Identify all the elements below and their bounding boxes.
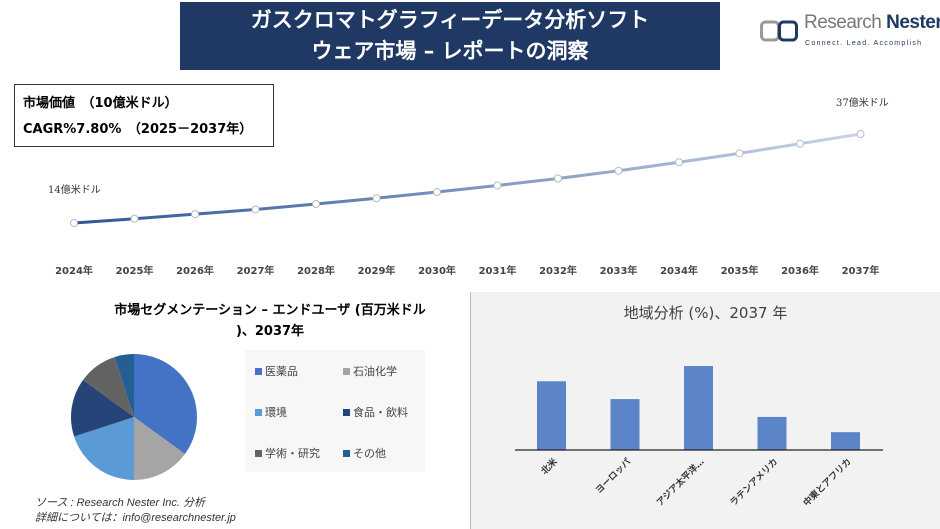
x-tick-label: 2036年 bbox=[781, 264, 819, 277]
source-line: ソース : Research Nester Inc. 分析 bbox=[35, 497, 205, 509]
legend-label: 環境 bbox=[265, 406, 287, 419]
data-point bbox=[191, 210, 199, 219]
logo-name: Research Nester bbox=[804, 12, 940, 33]
legend-swatch bbox=[343, 449, 350, 457]
pie-legend: 医薬品 石油化学環境 食品・飲料学術・研究 その他 bbox=[245, 350, 425, 472]
x-tick-label: 2028年 bbox=[297, 264, 335, 277]
legend-swatch bbox=[255, 408, 262, 416]
market-value-line-chart: 2024年 2025年 2026年 2027年 2028年 2029年 2030年 2031年… bbox=[48, 96, 889, 277]
data-point bbox=[493, 181, 502, 190]
x-tick-label: 2025年 bbox=[116, 264, 154, 277]
x-tick-label: 2027年 bbox=[237, 264, 275, 277]
x-tick-label: 2033年 bbox=[600, 264, 638, 277]
legend-label: 学術・研究 bbox=[265, 447, 320, 460]
title-line-1: ガスクロマトグラフィーデータ分析ソフト bbox=[250, 8, 650, 32]
pie-title-line-2: )、2037年 bbox=[235, 324, 305, 339]
data-point bbox=[796, 139, 804, 148]
segment-pie-chart bbox=[71, 354, 198, 480]
data-point bbox=[433, 188, 441, 197]
pie-slice bbox=[114, 354, 134, 417]
legend-item: 石油化学 bbox=[343, 363, 397, 379]
x-tick-label: 2032年 bbox=[539, 264, 577, 277]
legend-item: 食品・飲料 bbox=[343, 404, 408, 420]
bar bbox=[610, 399, 640, 450]
start-value-label: 14億米ドル bbox=[48, 183, 101, 196]
region-panel: 地域分析 (%)、2037 年 北米 ヨーロッパ アジア太平洋… ラテンアメリカ 中東と… bbox=[470, 292, 940, 529]
legend-swatch bbox=[343, 367, 350, 375]
data-point bbox=[856, 130, 865, 138]
title-line-2: ウェア市場 – レポートの洞察 bbox=[311, 39, 589, 63]
logo-tagline: Connect. Lead. Accomplish bbox=[805, 40, 923, 47]
legend-item: 環境 bbox=[255, 404, 287, 420]
x-tick-label: 2030年 bbox=[418, 264, 456, 277]
legend-swatch bbox=[255, 449, 262, 457]
x-tick-label: 2029年 bbox=[358, 264, 396, 277]
pie-slice bbox=[83, 357, 134, 417]
data-point bbox=[372, 194, 381, 203]
x-tick-label: 2034年 bbox=[660, 264, 698, 277]
region-chart-title: 地域分析 (%)、2037 年 bbox=[623, 304, 788, 322]
x-tick-label: ヨーロッパ bbox=[593, 456, 633, 496]
bar bbox=[757, 416, 787, 450]
source-note: ソース : Research Nester Inc. 分析 詳細については：in… bbox=[35, 496, 236, 526]
x-tick-label: 2037年 bbox=[842, 264, 880, 277]
bar bbox=[537, 381, 566, 450]
cagr-label: CAGR%7.80% （2025－2037年） bbox=[23, 122, 253, 137]
data-point bbox=[130, 214, 139, 223]
pie-slice bbox=[134, 354, 198, 455]
logo: Research Nester Connect. Lead. Accomplis… bbox=[758, 12, 940, 52]
legend-label: 医薬品 bbox=[265, 365, 298, 378]
legend-item: 学術・研究 bbox=[255, 445, 320, 461]
data-point bbox=[251, 205, 260, 214]
legend-swatch bbox=[343, 408, 350, 416]
legend-label: 石油化学 bbox=[353, 365, 397, 378]
x-tick-label: 2035年 bbox=[721, 264, 759, 277]
logo-mark-icon bbox=[760, 20, 798, 42]
legend-item: その他 bbox=[343, 445, 386, 461]
pie-slice bbox=[71, 379, 134, 437]
legend-label: 食品・飲料 bbox=[353, 406, 408, 419]
data-point bbox=[554, 174, 562, 183]
page-title: ガスクロマトグラフィーデータ分析ソフト ウェア市場 – レポートの洞察 bbox=[180, 2, 720, 70]
bar bbox=[831, 432, 860, 450]
legend-label: その他 bbox=[353, 447, 386, 460]
info-box: 市場価値 （10億米ドル） CAGR%7.80% （2025－2037年） bbox=[14, 84, 274, 147]
data-point bbox=[675, 158, 683, 167]
pie-title: 市場セグメンテーション – エンドユーザ (百万米ドル )、2037年 bbox=[90, 300, 450, 342]
contact-line: 詳細については：info@researchnester.jp bbox=[35, 512, 236, 524]
data-point bbox=[312, 200, 320, 209]
legend-item: 医薬品 bbox=[255, 363, 298, 379]
pie-slice bbox=[134, 417, 185, 480]
end-value-label: 37億米ドル bbox=[836, 96, 889, 109]
x-tick-label: アジア太平洋… bbox=[654, 456, 707, 509]
data-point bbox=[614, 166, 623, 175]
x-tick-label: 2031年 bbox=[479, 264, 517, 277]
x-tick-label: 中東とアフリカ bbox=[801, 456, 854, 509]
pie-title-line-1: 市場セグメンテーション – エンドユーザ (百万米ドル bbox=[114, 303, 426, 318]
x-tick-label: ラテンアメリカ bbox=[728, 456, 780, 508]
series-line bbox=[73, 132, 861, 225]
region-bar-chart: 北米 ヨーロッパ アジア太平洋… ラテンアメリカ 中東とアフリカ bbox=[515, 366, 883, 509]
x-tick-label: 2026年 bbox=[176, 264, 214, 277]
data-point bbox=[735, 149, 744, 158]
x-tick-label: 2024年 bbox=[55, 264, 93, 277]
data-point bbox=[70, 219, 78, 227]
legend-swatch bbox=[255, 367, 262, 375]
market-value-label: 市場価値 （10億米ドル） bbox=[23, 96, 178, 111]
x-tick-label: 北米 bbox=[538, 455, 560, 477]
bar bbox=[684, 366, 713, 450]
pie-slice bbox=[74, 417, 134, 480]
